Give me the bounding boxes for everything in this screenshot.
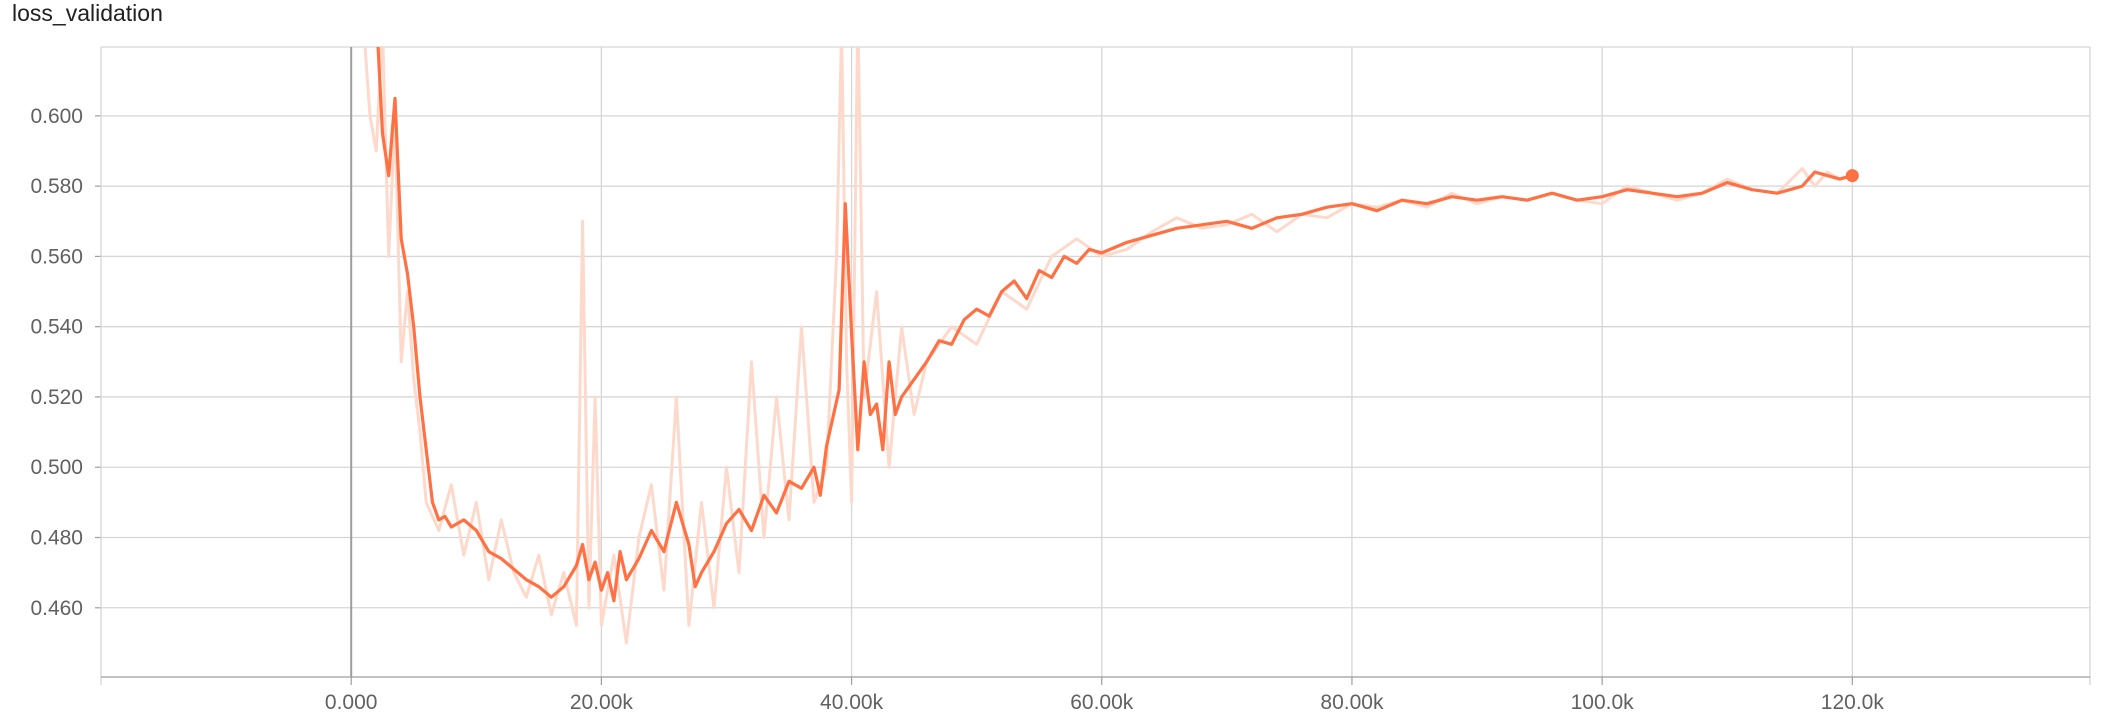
series-end-marker (1845, 169, 1859, 183)
y-tick-label: 0.560 (30, 245, 83, 268)
x-tick-label: 100.0k (1571, 691, 1635, 714)
y-tick-label: 0.540 (30, 316, 83, 339)
y-tick-label: 0.460 (30, 597, 83, 620)
x-tick-label: 20.00k (570, 691, 634, 714)
y-tick-label: 0.580 (30, 175, 83, 198)
smoothed-series-line (376, 47, 1853, 603)
grid-layer (101, 46, 2090, 677)
y-tick-label: 0.500 (30, 456, 83, 479)
y-tick-label: 0.600 (30, 105, 83, 128)
x-tick-label: 0.000 (325, 691, 378, 714)
x-tick-label: 60.00k (1070, 691, 1134, 714)
x-tick-label: 80.00k (1320, 691, 1384, 714)
y-tick-label: 0.480 (30, 527, 83, 550)
chart-title: loss_validation (12, 0, 163, 26)
x-tick-label: 40.00k (820, 691, 884, 714)
y-tick-label: 0.520 (30, 386, 83, 409)
axis-layer (95, 47, 2091, 685)
tick-label-layer: 0.460 0.480 0.500 0.520 0.540 0.560 0.580 0.600… (30, 105, 1884, 714)
x-tick-label: 120.0k (1821, 691, 1885, 714)
smoothed-series-layer (376, 47, 1859, 603)
